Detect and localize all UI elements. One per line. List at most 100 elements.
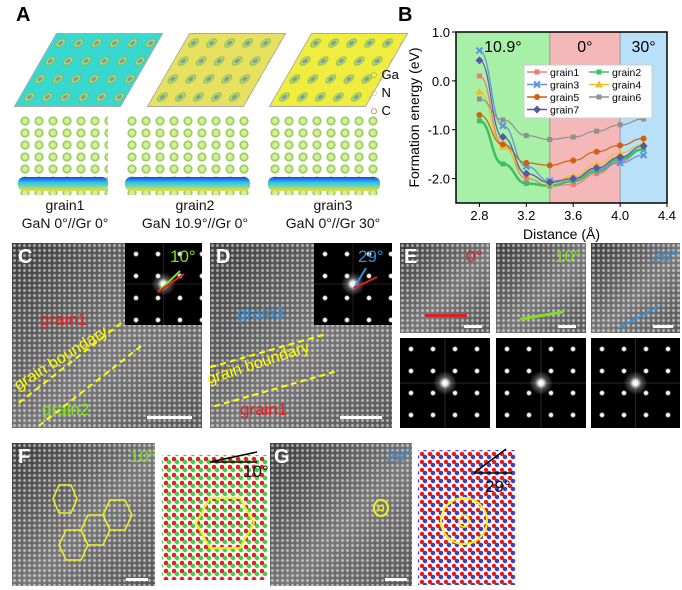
data-point xyxy=(617,122,623,128)
region-label: 0° xyxy=(577,39,592,56)
data-point xyxy=(595,80,603,88)
orientation-line-0 xyxy=(425,314,467,317)
hexagon-overlay-f xyxy=(52,484,133,561)
data-point xyxy=(547,136,553,142)
panel-label-e: E xyxy=(404,246,418,268)
data-point xyxy=(594,128,600,134)
data-point xyxy=(523,133,529,139)
panel-label-d: D xyxy=(216,246,231,268)
series-grain6 xyxy=(476,96,647,142)
angle-arrows-c xyxy=(157,270,185,293)
data-point xyxy=(592,163,601,172)
region-label: 30° xyxy=(631,39,655,56)
data-point xyxy=(616,153,625,162)
grain2-caption: grain2 GaN 10.9°//Gr 0° xyxy=(141,197,249,231)
data-point xyxy=(522,169,531,178)
x-tick-label: 4.0 xyxy=(611,208,629,223)
fft-e-10 xyxy=(496,338,586,428)
fft-e-0 xyxy=(400,338,490,428)
data-point xyxy=(500,161,506,167)
grain-label-d-bottom: grain1 xyxy=(240,400,288,419)
data-point xyxy=(533,105,541,114)
fft-e-29 xyxy=(591,338,680,428)
angle-label-f: 10° xyxy=(130,447,156,466)
data-point xyxy=(545,178,554,187)
scale-bar xyxy=(126,578,148,581)
legend-label-grain1: grain1 xyxy=(550,67,579,79)
series-line xyxy=(479,98,644,141)
legend-label-grain6: grain6 xyxy=(612,92,641,104)
data-point xyxy=(500,117,506,123)
grain3-caption: grain3 GaN 0°//Gr 30° xyxy=(285,197,381,231)
legend-n: N xyxy=(381,85,391,100)
angle-label-c: 10° xyxy=(170,247,196,266)
plot-frame xyxy=(455,31,668,204)
model-overlay-g xyxy=(440,448,512,545)
data-point xyxy=(475,87,484,95)
x-tick-label: 3.2 xyxy=(517,208,535,223)
data-point xyxy=(593,148,600,155)
grain3-side-view xyxy=(268,115,380,195)
data-point xyxy=(534,94,540,100)
data-point xyxy=(617,142,624,149)
x-tick-label: 2.8 xyxy=(470,208,488,223)
data-point xyxy=(639,151,648,159)
data-point xyxy=(570,134,576,140)
data-point xyxy=(476,118,482,124)
data-point xyxy=(523,159,530,166)
legend-label-grain2: grain2 xyxy=(612,67,641,79)
data-point xyxy=(534,69,540,75)
angle-label-e-10: 10° xyxy=(555,247,581,266)
legend-label-grain3: grain3 xyxy=(550,80,579,92)
angle-label-e-29: 29° xyxy=(652,247,678,266)
data-point xyxy=(596,69,602,75)
data-point xyxy=(499,141,506,148)
model-angle-label-g: 29° xyxy=(485,477,511,496)
y-tick-label: 1.0 xyxy=(432,25,450,40)
grain1-top-view xyxy=(13,33,164,107)
data-point xyxy=(640,135,647,142)
region-label: 10.9° xyxy=(484,39,522,56)
series-grain5 xyxy=(476,112,647,169)
tem-image-g xyxy=(270,443,412,586)
grain-label-c-bottom: grain2 xyxy=(42,400,90,419)
panel-label-c: C xyxy=(18,246,33,268)
data-point xyxy=(641,116,647,122)
chart-legend: grain1 grain2 grain3 grain4 grain5 grain6 grai… xyxy=(523,64,653,119)
data-point xyxy=(498,133,507,142)
data-point xyxy=(476,73,482,79)
y-axis-label: Formation energy (eV) xyxy=(406,47,422,187)
grain2-top-view xyxy=(146,33,287,107)
grain-label-c-top: grain1 xyxy=(40,310,88,329)
atom-legend: ○ Ga ○ N ○ C xyxy=(370,67,399,118)
panel-label-f: F xyxy=(18,446,31,468)
data-point xyxy=(639,141,648,150)
angle-arrows-d xyxy=(353,267,378,289)
data-point xyxy=(616,159,624,167)
grain1-caption: grain1 GaN 0°//Gr 0° xyxy=(21,197,109,231)
legend-label-grain5: grain5 xyxy=(550,92,579,104)
scale-bar xyxy=(464,325,482,328)
tem-image-e-0 xyxy=(400,243,490,333)
tem-image-e-10 xyxy=(496,243,586,333)
lattice-model-f xyxy=(162,455,267,580)
angle-label-g: 29° xyxy=(386,447,412,466)
scale-bar xyxy=(147,416,192,419)
scale-bar xyxy=(558,325,576,328)
data-point xyxy=(569,174,578,183)
data-point xyxy=(476,112,483,119)
scale-bar xyxy=(385,578,407,581)
data-point xyxy=(523,176,529,182)
x-tick-label: 4.4 xyxy=(658,208,676,223)
grain2-side-view xyxy=(125,115,250,195)
legend-label-grain4: grain4 xyxy=(612,80,641,92)
data-point xyxy=(596,94,602,100)
angle-label-d: 29° xyxy=(358,247,384,266)
panel-label-a: A xyxy=(16,4,31,26)
grain-label-d-top: grain3 xyxy=(237,304,285,323)
y-tick-label: -2.0 xyxy=(428,172,450,187)
data-point xyxy=(570,181,576,187)
series-grain7 xyxy=(475,56,648,187)
model-angle-label-f: 10° xyxy=(243,462,269,481)
